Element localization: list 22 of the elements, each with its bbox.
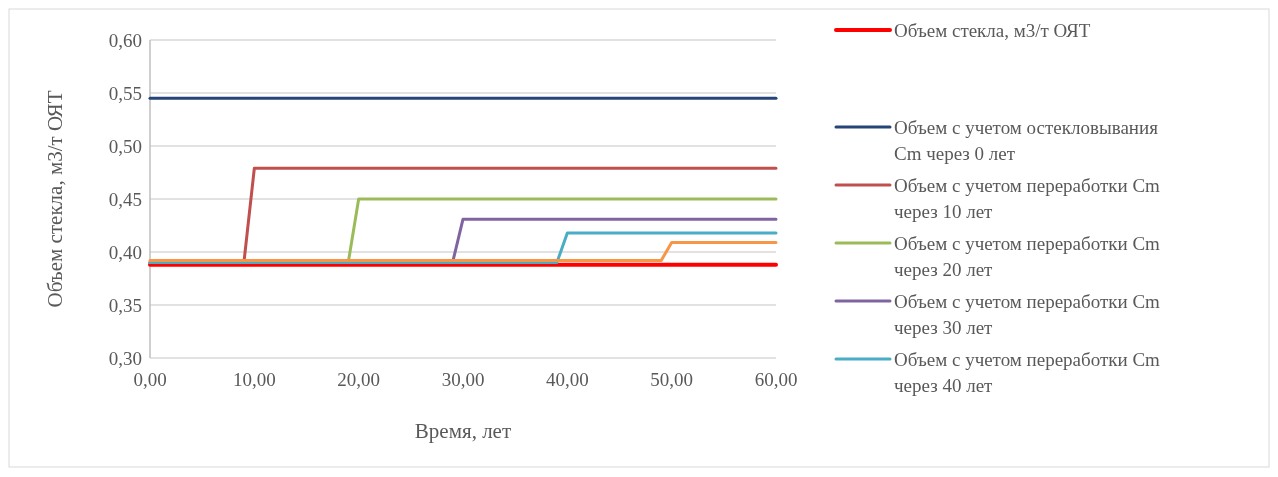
legend-label: Объем стекла, м3/т ОЯТ — [894, 19, 1091, 41]
x-axis-title: Время, лет — [414, 419, 512, 443]
legend-label: Объем с учетом переработки Cm через 30 лет — [894, 290, 1161, 338]
legend-label: Объем с учетом переработки Cm через 40 лет — [894, 348, 1161, 396]
x-tick-label: 50,00 — [650, 369, 694, 390]
y-tick-label: 0,50 — [108, 135, 142, 157]
y-tick-label: 0,40 — [108, 241, 142, 263]
y-tick-label: 0,45 — [108, 188, 142, 210]
y-tick-label: 0,30 — [108, 347, 142, 369]
y-tick-label: 0,60 — [108, 29, 142, 51]
legend-label: Объем с учетом остекловывания Cm через 0 лет — [894, 116, 1159, 164]
y-tick-label: 0,55 — [108, 82, 142, 104]
legend-label: Объем с учетом переработки Cm через 20 лет — [894, 232, 1161, 280]
x-tick-label: 60,00 — [754, 369, 798, 390]
x-tick-label: 10,00 — [232, 369, 276, 390]
y-axis-title: Объем стекла, м3/т ОЯТ — [43, 90, 67, 308]
x-tick-label: 40,00 — [545, 369, 589, 390]
x-tick-label: 20,00 — [337, 369, 381, 390]
x-tick-label: 30,00 — [441, 369, 485, 390]
x-tick-label: 0,00 — [133, 369, 167, 390]
legend-label: Объем с учетом переработки Cm через 10 лет — [894, 174, 1161, 222]
y-tick-label: 0,35 — [108, 294, 142, 316]
